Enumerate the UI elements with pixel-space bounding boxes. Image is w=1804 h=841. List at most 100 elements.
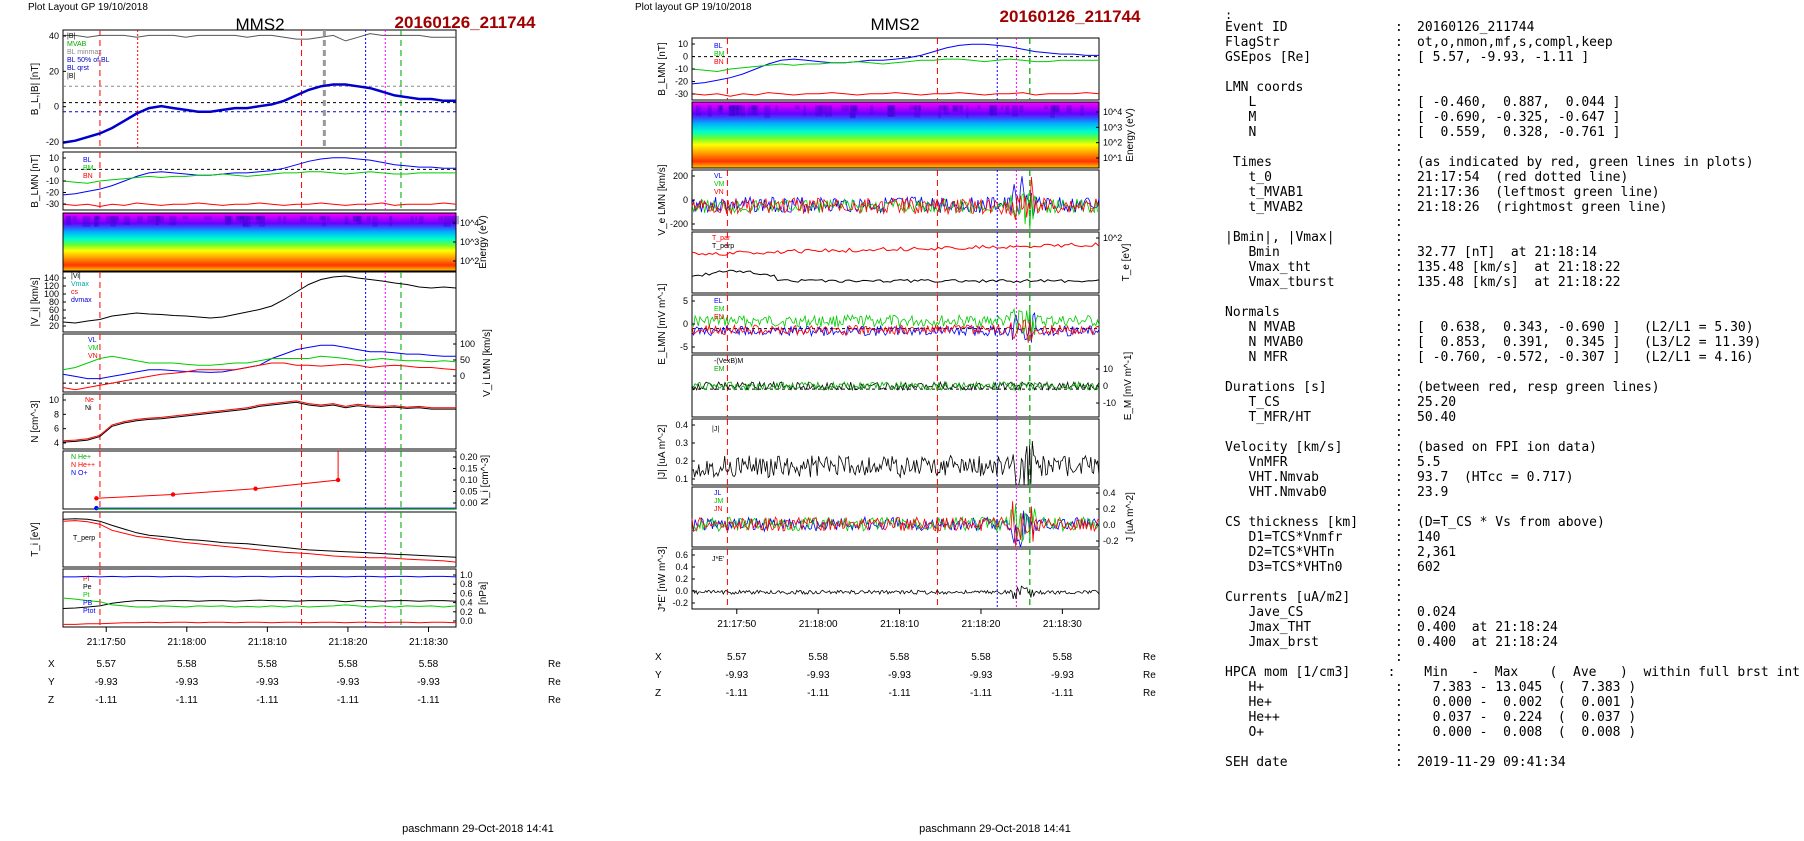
summary-colon: :	[1395, 35, 1403, 50]
spectrogram-streak	[372, 215, 378, 227]
position-row-label: Z	[655, 688, 661, 699]
summary-key	[1225, 365, 1395, 380]
spectrogram-streak	[255, 215, 259, 224]
o-plus-point	[94, 505, 99, 511]
summary-value: ot,o,nmon,mf,s,compl,keep	[1417, 35, 1613, 50]
spectrogram-streak	[918, 105, 922, 112]
legend-entry: -(VexB)M	[714, 358, 743, 365]
mid-footer: paschmann 29-Oct-2018 14:41	[919, 823, 1071, 835]
spectrogram-streak	[841, 105, 849, 112]
summary-key: t_MVAB2	[1225, 200, 1304, 215]
summary-colon: :	[1395, 305, 1403, 320]
spectrogram-streak	[717, 105, 722, 112]
position-value: 5.58	[808, 652, 828, 663]
summary-key: O+	[1225, 725, 1265, 740]
spectrogram-streak	[943, 105, 949, 115]
spectrogram-streak	[93, 215, 100, 227]
y-tick-label: 10	[1103, 364, 1113, 374]
summary-row: GSEpos [Re]: [ 5.57, -9.93, -1.11 ]	[1225, 50, 1800, 65]
mid-header: Plot layout GP 19/10/2018	[635, 2, 752, 13]
summary-colon: :	[1395, 425, 1403, 440]
position-value: -1.11	[889, 688, 911, 699]
summary-colon: :	[1395, 545, 1403, 560]
summary-row: Vmax_tht:135.48 [km/s] at 21:18:22	[1225, 260, 1800, 275]
spectrogram-streak	[818, 105, 826, 114]
y-tick-label: 0.2	[1103, 504, 1116, 514]
bm-line	[691, 58, 1099, 73]
y-tick-label: -10	[675, 64, 688, 74]
spectrogram-streak	[1019, 105, 1024, 113]
summary-key: LMN coords	[1225, 80, 1304, 95]
summary-value: Min - Max ( Ave ) within full brst int	[1408, 665, 1800, 680]
spectrogram-streak	[257, 215, 265, 223]
spectrogram-streak	[850, 105, 856, 119]
spectrogram-streak	[887, 105, 895, 114]
summary-colon: :	[1395, 500, 1403, 515]
legend-entry: PB	[83, 600, 93, 607]
summary-key: D3=TCS*VHTn0	[1225, 560, 1343, 575]
spectrogram-streak	[1080, 105, 1084, 116]
y-tick-label: 10	[678, 39, 688, 49]
y-axis-label: E_M [mV m^-1]	[1123, 351, 1134, 420]
summary-value: [ 0.559, 0.328, -0.761 ]	[1417, 125, 1621, 140]
summary-value: 0.000 - 0.002 ( 0.001 )	[1417, 695, 1637, 710]
summary-value: 7.383 - 13.045 ( 7.383 )	[1417, 680, 1637, 695]
position-value: 5.58	[1053, 652, 1073, 663]
y-axis-label: N_i [cm^-3]	[480, 455, 491, 505]
summary-colon: :	[1395, 245, 1403, 260]
legend-entry: Pe	[83, 584, 92, 591]
spectrogram-streak	[94, 215, 98, 227]
summary-value: (as indicated by red, green lines in plo…	[1417, 155, 1754, 170]
legend-entry: JN	[714, 506, 723, 513]
summary-key: N MVAB	[1225, 320, 1296, 335]
legend-entry: BL 50% of BL	[67, 57, 110, 64]
legend-entry: Ptot	[83, 608, 96, 615]
summary-row: Event ID:20160126_211744	[1225, 20, 1800, 35]
y-tick-label: 0.0	[675, 586, 688, 596]
position-value: -1.11	[95, 695, 117, 706]
spectrogram-streak	[169, 215, 177, 226]
spectrogram-streak	[989, 105, 993, 116]
y-axis-label: T_e [eV]	[1121, 243, 1132, 281]
spectrogram-streak	[940, 105, 947, 111]
spectrogram-streak	[990, 105, 998, 116]
summary-row: Vmax_tburst:135.48 [km/s] at 21:18:22	[1225, 275, 1800, 290]
summary-key: Event ID	[1225, 20, 1288, 35]
summary-row: Jave_CS:0.024	[1225, 605, 1800, 620]
position-value: 5.57	[96, 659, 116, 670]
legend-entry: Ne	[85, 397, 94, 404]
y-tick-label: 10^1	[1103, 153, 1122, 163]
vl-line	[62, 344, 456, 380]
position-value: 5.58	[338, 659, 358, 670]
panel-frame-p	[62, 568, 457, 628]
y-tick-label: 100	[44, 289, 59, 299]
legend-entry: VL	[88, 337, 97, 344]
spectrogram-streak	[695, 105, 702, 116]
spectrogram-streak	[224, 215, 232, 222]
spectrogram-streak	[225, 215, 231, 225]
y-tick-label: 0.4	[460, 598, 473, 608]
panel-frame-blmn	[691, 37, 1100, 101]
summary-row: :	[1225, 500, 1800, 515]
summary-key: L	[1225, 95, 1257, 110]
legend-entry: VN	[714, 189, 724, 196]
summary-colon: :	[1395, 635, 1403, 650]
y-axis-label: |V_i| [km/s]	[30, 277, 41, 326]
summary-row: O+: 0.000 - 0.008 ( 0.008 )	[1225, 725, 1800, 740]
spectrogram-streak	[952, 105, 958, 112]
summary-key: H+	[1225, 680, 1265, 695]
summary-colon: :	[1395, 170, 1403, 185]
position-value: 5.58	[971, 652, 991, 663]
summary-colon: :	[1395, 530, 1403, 545]
time-tick-label: 21:17:50	[717, 619, 756, 630]
position-row-label: Y	[655, 670, 662, 681]
spectrogram-streak	[775, 105, 778, 112]
spectrogram-streak	[299, 215, 307, 223]
summary-colon: :	[1395, 290, 1403, 305]
summary-key: Vmax_tht	[1225, 260, 1312, 275]
summary-value: 32.77 [nT] at 21:18:14	[1417, 245, 1598, 260]
te-par-line	[691, 242, 1100, 256]
y-axis-label: Energy (eV)	[478, 215, 489, 268]
spectrogram-streak	[137, 215, 143, 223]
summary-row: Velocity [km/s]: (based on FPI ion data)	[1225, 440, 1800, 455]
